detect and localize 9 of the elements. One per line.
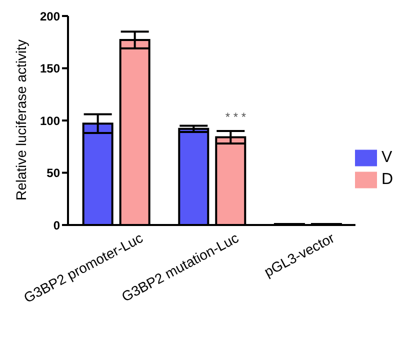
y-tick-label: 150 — [40, 62, 60, 76]
y-tick-label: 50 — [46, 166, 60, 180]
y-tick-label: 100 — [40, 114, 60, 128]
legend-label: D — [381, 170, 393, 188]
annotation: * * * — [225, 110, 246, 124]
y-axis-title: Relative luciferase activity — [12, 39, 29, 200]
y-tick-label: 200 — [40, 9, 60, 24]
y-tick-label: 0 — [53, 218, 60, 232]
legend-label: V — [381, 148, 392, 166]
